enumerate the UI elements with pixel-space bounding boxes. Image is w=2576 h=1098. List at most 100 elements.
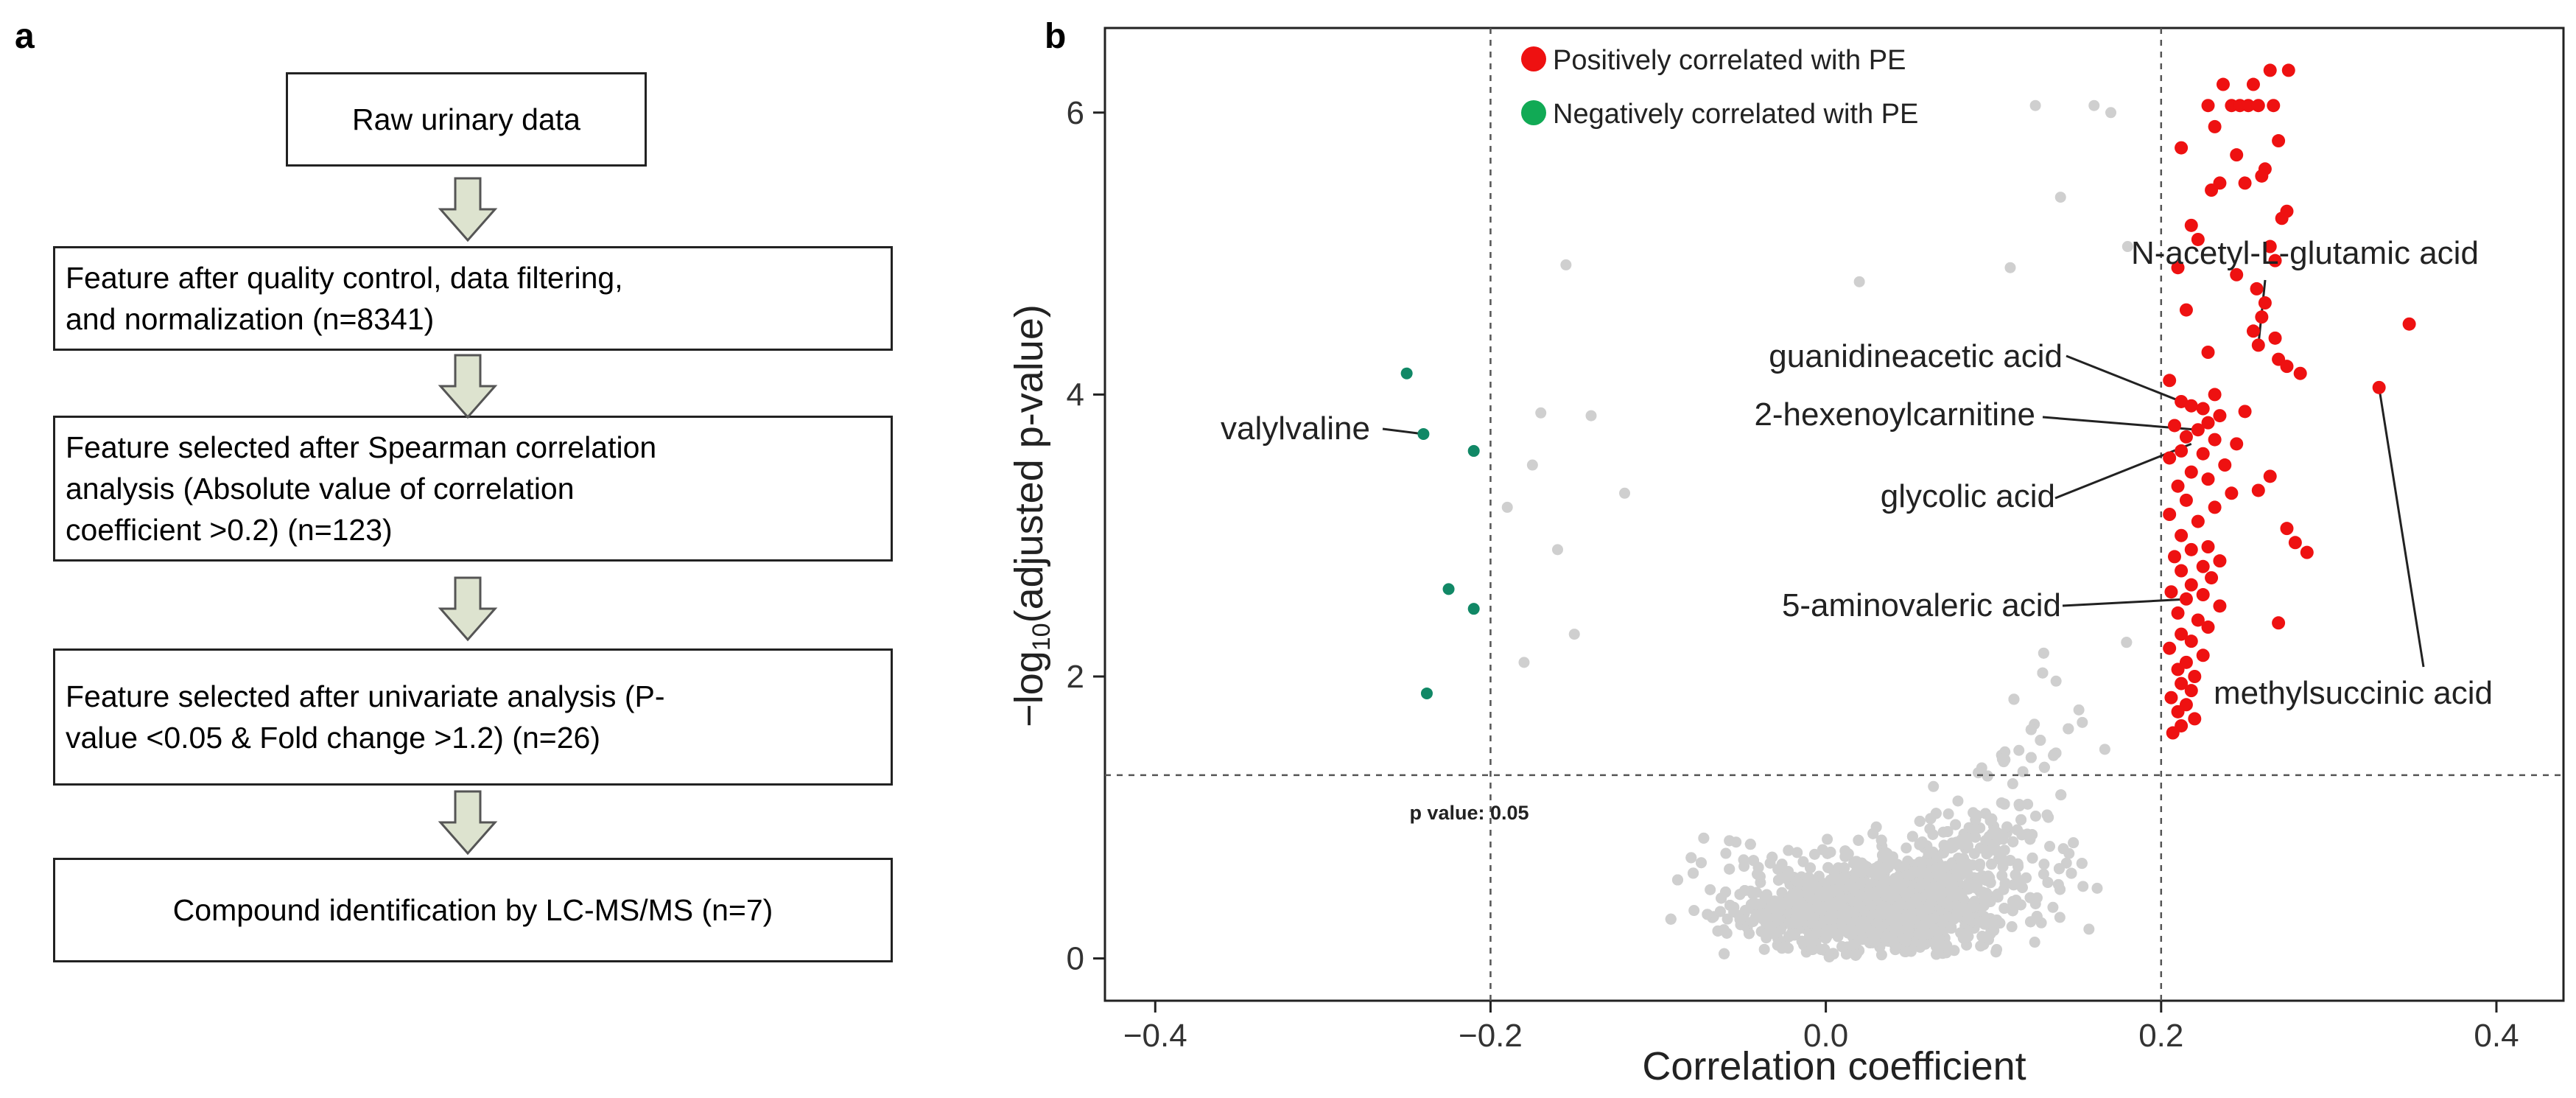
background-point bbox=[1906, 896, 1918, 908]
background-point bbox=[1853, 276, 1865, 287]
background-point bbox=[1839, 845, 1851, 857]
background-point bbox=[2007, 778, 2018, 790]
background-point bbox=[1970, 814, 1982, 825]
positive-point bbox=[2230, 267, 2244, 282]
background-point bbox=[1962, 868, 1973, 880]
positive-point bbox=[2179, 493, 2193, 507]
annotation-labels-group: N-acetyl-L-glutamic acid guanidineacetic … bbox=[1221, 235, 2493, 711]
positive-point bbox=[2175, 394, 2189, 408]
positive-point bbox=[2184, 634, 2198, 648]
annotation-label: valylvaline bbox=[1221, 410, 1370, 447]
background-point bbox=[1688, 905, 1700, 917]
plot-frame bbox=[1103, 27, 2565, 1002]
background-point bbox=[1842, 909, 1853, 920]
background-point bbox=[1864, 890, 1875, 902]
background-point bbox=[1875, 921, 1887, 933]
positive-point bbox=[2230, 437, 2244, 451]
y-axis-label-suffix: (adjusted p-value) bbox=[1007, 304, 1051, 623]
flow-step-univariate: Feature selected after univariate analys… bbox=[53, 648, 893, 786]
y-axis-label: −log10(adjusted p-value) bbox=[1007, 304, 1056, 727]
background-point bbox=[1928, 780, 1940, 792]
positive-point bbox=[2168, 419, 2181, 433]
background-point bbox=[1966, 859, 1978, 871]
positive-point bbox=[2208, 119, 2222, 133]
background-point bbox=[1839, 862, 1850, 874]
positive-point bbox=[2280, 522, 2294, 536]
background-point bbox=[1822, 833, 1833, 845]
flow-arrow-3 bbox=[438, 576, 498, 642]
positive-point bbox=[2288, 536, 2302, 550]
background-point bbox=[2055, 789, 2067, 801]
positive-point bbox=[2179, 430, 2193, 444]
background-point bbox=[1961, 939, 1973, 951]
background-point bbox=[2076, 858, 2088, 870]
x-tick-label: 0.2 bbox=[2138, 1018, 2183, 1054]
background-point bbox=[2025, 724, 2037, 735]
background-point bbox=[2038, 868, 2049, 880]
positive-point bbox=[2217, 77, 2230, 91]
flow-step-text: coefficient >0.2) (n=123) bbox=[66, 513, 393, 547]
positive-point bbox=[2246, 77, 2260, 91]
background-point bbox=[2063, 847, 2075, 859]
positive-point bbox=[2250, 282, 2264, 296]
background-point bbox=[1888, 937, 1900, 948]
positive-point bbox=[2164, 690, 2178, 704]
background-point bbox=[1720, 847, 1732, 859]
annotation-label: N-acetyl-L-glutamic acid bbox=[2131, 235, 2479, 271]
background-point bbox=[2077, 716, 2088, 728]
annotation-label: 2-hexenoylcarnitine bbox=[1754, 396, 2035, 433]
positive-point bbox=[2184, 465, 2198, 479]
background-point bbox=[1888, 923, 1900, 935]
flow-step-spearman: Feature selected after Spearman correlat… bbox=[53, 416, 893, 562]
background-point bbox=[1766, 851, 1778, 863]
x-tick-label: 0.4 bbox=[2474, 1018, 2519, 1054]
background-point bbox=[2004, 855, 2016, 867]
background-point bbox=[1820, 932, 1832, 944]
positive-point bbox=[2263, 469, 2277, 483]
positive-point bbox=[2175, 676, 2189, 690]
background-point bbox=[1805, 892, 1817, 904]
background-point bbox=[2010, 869, 2021, 881]
flow-step-raw-data: Raw urinary data bbox=[286, 72, 647, 167]
positive-point bbox=[2201, 540, 2215, 553]
positive-point bbox=[2191, 514, 2205, 528]
positive-point bbox=[2171, 662, 2185, 676]
background-point bbox=[1776, 859, 1788, 870]
background-point bbox=[1665, 913, 1677, 925]
background-point bbox=[1834, 892, 1846, 903]
background-point bbox=[1969, 895, 1981, 907]
positive-point bbox=[2246, 324, 2260, 338]
positive-point bbox=[2166, 726, 2180, 740]
background-point bbox=[1719, 948, 1730, 959]
background-point bbox=[1992, 888, 2004, 900]
background-point bbox=[2022, 798, 2034, 810]
positive-point bbox=[2267, 99, 2281, 113]
background-point bbox=[1695, 857, 1707, 869]
background-point bbox=[1585, 410, 1597, 422]
background-point bbox=[1975, 940, 1987, 952]
background-point bbox=[1836, 900, 1847, 912]
legend: Positively correlated with PE Negatively … bbox=[1521, 45, 1918, 130]
background-point bbox=[1962, 883, 1974, 895]
positive-point bbox=[2255, 169, 2269, 183]
background-point bbox=[1999, 754, 2011, 766]
background-point bbox=[2035, 735, 2046, 746]
background-point bbox=[1973, 916, 1985, 928]
background-point bbox=[1902, 869, 1914, 881]
background-point bbox=[1845, 893, 1857, 905]
background-point bbox=[1743, 928, 1755, 940]
positive-point bbox=[2168, 550, 2181, 564]
background-point bbox=[1927, 828, 1939, 840]
legend-label: Negatively correlated with PE bbox=[1553, 99, 1918, 130]
background-point bbox=[1887, 904, 1898, 916]
background-point bbox=[1702, 909, 1713, 920]
background-point bbox=[1952, 906, 1964, 917]
background-point bbox=[1721, 927, 1733, 939]
background-point bbox=[1688, 867, 1699, 879]
positive-point bbox=[2201, 346, 2215, 359]
background-point bbox=[1927, 913, 1939, 925]
background-point bbox=[2015, 814, 2027, 825]
background-point bbox=[1619, 487, 1631, 499]
axis-ticks-group: −0.4 −0.2 0.0 0.2 0.4 0 2 4 6 bbox=[1067, 95, 2519, 1054]
background-point bbox=[1906, 907, 1917, 919]
